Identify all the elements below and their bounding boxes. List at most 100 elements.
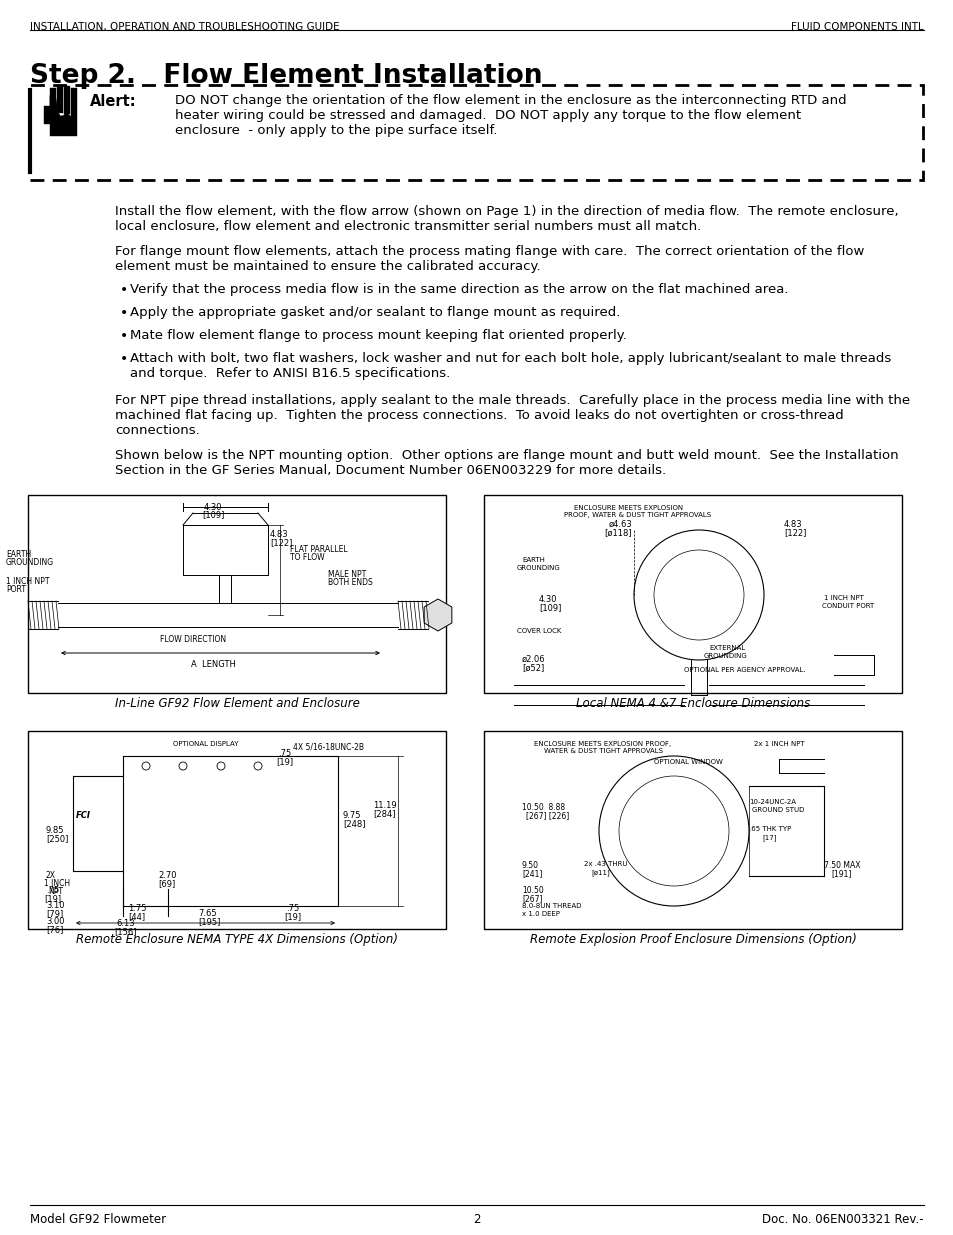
- Text: CONDUIT PORT: CONDUIT PORT: [821, 603, 873, 609]
- Text: [69]: [69]: [158, 879, 175, 888]
- Text: 4.30: 4.30: [204, 503, 222, 513]
- Text: 8.0-8UN THREAD: 8.0-8UN THREAD: [521, 903, 581, 909]
- Bar: [64, 86, 70, 114]
- Text: 2x 1 INCH NPT: 2x 1 INCH NPT: [753, 741, 803, 747]
- Text: •: •: [120, 306, 128, 320]
- Text: [250]: [250]: [46, 834, 69, 844]
- Text: [267] [226]: [267] [226]: [525, 811, 569, 820]
- Bar: [50, 116, 77, 136]
- Text: Doc. No. 06EN003321 Rev.-: Doc. No. 06EN003321 Rev.-: [761, 1213, 923, 1226]
- Text: GROUND STUD: GROUND STUD: [751, 806, 803, 813]
- Text: .75: .75: [277, 748, 291, 758]
- Text: A  LENGTH: A LENGTH: [191, 659, 235, 669]
- Text: and torque.  Refer to ANISI B16.5 specifications.: and torque. Refer to ANISI B16.5 specifi…: [130, 367, 450, 380]
- Text: Section in the GF Series Manual, Document Number 06EN003229 for more details.: Section in the GF Series Manual, Documen…: [115, 464, 665, 477]
- Bar: [28, 731, 446, 929]
- Text: Step 2.   Flow Element Installation: Step 2. Flow Element Installation: [30, 63, 542, 89]
- Text: Install the flow element, with the flow arrow (shown on Page 1) in the direction: Install the flow element, with the flow …: [115, 205, 898, 219]
- Text: enclosure  - only apply to the pipe surface itself.: enclosure - only apply to the pipe surfa…: [174, 124, 497, 137]
- Text: •: •: [120, 352, 128, 366]
- Text: 10.50: 10.50: [521, 885, 543, 895]
- Text: 1 INCH NPT: 1 INCH NPT: [6, 577, 50, 585]
- Text: EARTH: EARTH: [521, 557, 544, 563]
- Text: Shown below is the NPT mounting option.  Other options are flange mount and butt: Shown below is the NPT mounting option. …: [115, 450, 898, 462]
- Text: Attach with bolt, two flat washers, lock washer and nut for each bolt hole, appl: Attach with bolt, two flat washers, lock…: [130, 352, 890, 366]
- Text: 6.13: 6.13: [116, 919, 134, 927]
- Text: Remote Enclosure NEMA TYPE 4X Dimensions (Option): Remote Enclosure NEMA TYPE 4X Dimensions…: [76, 932, 397, 946]
- Text: 3.10: 3.10: [46, 902, 65, 910]
- Text: For flange mount flow elements, attach the process mating flange with care.  The: For flange mount flow elements, attach t…: [115, 245, 863, 258]
- Text: 1.75: 1.75: [128, 904, 147, 913]
- Text: 2: 2: [473, 1213, 480, 1226]
- Text: connections.: connections.: [115, 424, 199, 437]
- Text: heater wiring could be stressed and damaged.  DO NOT apply any torque to the flo: heater wiring could be stressed and dama…: [174, 109, 801, 122]
- Text: 7.50 MAX: 7.50 MAX: [823, 861, 860, 869]
- Text: DO NOT change the orientation of the flow element in the enclosure as the interc: DO NOT change the orientation of the flo…: [174, 94, 845, 107]
- Text: [248]: [248]: [343, 819, 365, 827]
- Text: OPTIONAL PER AGENCY APPROVAL.: OPTIONAL PER AGENCY APPROVAL.: [683, 667, 804, 673]
- Text: PORT: PORT: [6, 585, 26, 594]
- Text: FLAT PARALLEL: FLAT PARALLEL: [290, 545, 347, 555]
- Text: [109]: [109]: [538, 603, 560, 613]
- Text: FLUID COMPONENTS INTL: FLUID COMPONENTS INTL: [790, 22, 923, 32]
- Text: 4.30: 4.30: [538, 595, 557, 604]
- Text: 10.50  8.88: 10.50 8.88: [521, 803, 564, 811]
- Bar: [50, 88, 56, 116]
- Text: [ø118]: [ø118]: [603, 529, 631, 537]
- FancyBboxPatch shape: [30, 85, 923, 180]
- Text: •: •: [120, 329, 128, 343]
- Text: BOTH ENDS: BOTH ENDS: [328, 578, 373, 587]
- Text: [284]: [284]: [373, 809, 395, 818]
- Text: •: •: [120, 283, 128, 296]
- Text: 1 INCH NPT: 1 INCH NPT: [823, 595, 863, 601]
- Text: 3.00: 3.00: [46, 918, 65, 926]
- Text: Apply the appropriate gasket and/or sealant to flange mount as required.: Apply the appropriate gasket and/or seal…: [130, 306, 619, 319]
- Text: 4.83: 4.83: [270, 530, 289, 538]
- Text: Alert:: Alert:: [90, 94, 136, 109]
- Text: x 1.0 DEEP: x 1.0 DEEP: [521, 911, 559, 918]
- Text: ENCLOSURE MEETS EXPLOSION PROOF,: ENCLOSURE MEETS EXPLOSION PROOF,: [534, 741, 671, 747]
- Text: [19]: [19]: [275, 757, 293, 766]
- Text: 4X 5/16-18UNC-2B: 4X 5/16-18UNC-2B: [293, 743, 364, 752]
- Text: OPTIONAL WINDOW: OPTIONAL WINDOW: [654, 760, 722, 764]
- Text: [109]: [109]: [202, 510, 224, 519]
- Text: In-Line GF92 Flow Element and Enclosure: In-Line GF92 Flow Element and Enclosure: [114, 697, 359, 710]
- Text: [191]: [191]: [830, 869, 850, 878]
- Text: GROUNDING: GROUNDING: [703, 653, 747, 659]
- Text: 9.75: 9.75: [343, 811, 361, 820]
- Text: 2X: 2X: [46, 871, 56, 881]
- Text: .75: .75: [286, 904, 299, 913]
- Text: MALE NPT: MALE NPT: [328, 571, 366, 579]
- Text: OPTIONAL DISPLAY: OPTIONAL DISPLAY: [172, 741, 238, 747]
- Text: NPT: NPT: [48, 887, 63, 897]
- Text: .65 THK TYP: .65 THK TYP: [748, 826, 790, 832]
- Text: 10-24UNC-2A: 10-24UNC-2A: [748, 799, 795, 805]
- Text: 2.70: 2.70: [158, 871, 176, 881]
- Text: ENCLOSURE MEETS EXPLOSION: ENCLOSURE MEETS EXPLOSION: [574, 505, 682, 511]
- Text: Model GF92 Flowmeter: Model GF92 Flowmeter: [30, 1213, 166, 1226]
- Text: 11.19: 11.19: [373, 802, 396, 810]
- Text: [44]: [44]: [128, 911, 145, 921]
- Text: machined flat facing up.  Tighten the process connections.  To avoid leaks do no: machined flat facing up. Tighten the pro…: [115, 409, 842, 422]
- Text: WATER & DUST TIGHT APPROVALS: WATER & DUST TIGHT APPROVALS: [543, 748, 662, 755]
- Text: [156]: [156]: [113, 927, 136, 936]
- Text: [122]: [122]: [783, 529, 805, 537]
- Text: INSTALLATION, OPERATION AND TROUBLESHOOTING GUIDE: INSTALLATION, OPERATION AND TROUBLESHOOT…: [30, 22, 339, 32]
- Text: EXTERNAL: EXTERNAL: [708, 645, 744, 651]
- Text: [79]: [79]: [46, 909, 63, 918]
- Text: [195]: [195]: [198, 918, 220, 926]
- Text: Remote Explosion Proof Enclosure Dimensions (Option): Remote Explosion Proof Enclosure Dimensi…: [529, 932, 856, 946]
- Text: COVER LOCK: COVER LOCK: [517, 629, 560, 634]
- Text: .75: .75: [46, 885, 59, 895]
- Text: PROOF, WATER & DUST TIGHT APPROVALS: PROOF, WATER & DUST TIGHT APPROVALS: [563, 513, 710, 517]
- Text: [76]: [76]: [46, 925, 63, 934]
- Text: FCI: FCI: [76, 811, 91, 820]
- Text: [17]: [17]: [761, 834, 776, 841]
- Text: EARTH: EARTH: [6, 550, 31, 559]
- Polygon shape: [50, 88, 74, 126]
- Bar: [44, 106, 54, 124]
- Text: Mate flow element flange to process mount keeping flat oriented properly.: Mate flow element flange to process moun…: [130, 329, 626, 342]
- Text: 1 INCH: 1 INCH: [44, 879, 71, 888]
- Text: 7.65: 7.65: [198, 909, 216, 918]
- Text: Local NEMA 4 &7 Enclosure Dimensions: Local NEMA 4 &7 Enclosure Dimensions: [576, 697, 809, 710]
